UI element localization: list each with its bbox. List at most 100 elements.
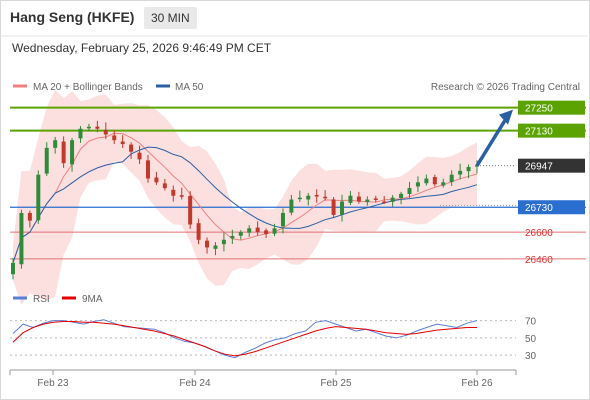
candle-body bbox=[78, 128, 83, 139]
rsi-tick-label: 70 bbox=[525, 317, 537, 328]
x-tick-label: Feb 25 bbox=[320, 378, 352, 389]
candle-body bbox=[255, 227, 260, 233]
resistance-tag-1-bg bbox=[518, 100, 585, 115]
bollinger-band-area bbox=[13, 89, 477, 305]
candle-body bbox=[280, 212, 285, 227]
candle-body bbox=[137, 152, 142, 160]
resistance-tag-1-label: 27250 bbox=[525, 104, 553, 115]
x-tick-label: Feb 26 bbox=[461, 378, 493, 389]
candle-body bbox=[272, 228, 277, 234]
rsi-ma9-line bbox=[12, 321, 477, 357]
candle-body bbox=[103, 129, 108, 135]
current-price-tag-label: 26947 bbox=[525, 162, 553, 173]
candle-body bbox=[348, 195, 353, 203]
candle-body bbox=[44, 147, 49, 174]
price-tags: 27250 27130 26947 26730 26600 26460 bbox=[518, 100, 585, 266]
pivot-tag-bg bbox=[518, 200, 585, 215]
candle-body bbox=[154, 177, 159, 183]
resistance-tag-2-label: 27130 bbox=[525, 127, 553, 138]
rsi-tick-label: 30 bbox=[525, 351, 537, 362]
pivot-tag-label: 26730 bbox=[525, 203, 553, 214]
candle-body bbox=[188, 195, 193, 225]
candle-body bbox=[331, 199, 336, 215]
candle-body bbox=[129, 144, 134, 152]
credit-text: Research © 2026 Trading Central bbox=[431, 82, 580, 93]
candles bbox=[11, 120, 479, 280]
candle-body bbox=[314, 194, 319, 197]
bollinger-band bbox=[13, 89, 477, 305]
candle-body bbox=[221, 239, 226, 245]
forecast-arrow-shaft bbox=[475, 117, 508, 167]
ma9-legend-label: 9MA bbox=[82, 294, 103, 305]
candle-body bbox=[179, 195, 184, 197]
candle-body bbox=[382, 201, 387, 203]
rsi-tick-label: 50 bbox=[525, 334, 537, 345]
resistance-tag-1: 27250 bbox=[518, 100, 585, 115]
candle-body bbox=[373, 198, 378, 200]
candle-body bbox=[297, 197, 302, 200]
candle-body bbox=[112, 135, 117, 141]
candle-body bbox=[323, 196, 328, 199]
rsi-line bbox=[12, 319, 478, 359]
candle-body bbox=[407, 188, 412, 195]
support-tag-1: 26600 bbox=[525, 228, 553, 239]
candle-body bbox=[19, 212, 24, 265]
rsi-lines bbox=[12, 319, 478, 359]
candle-body bbox=[424, 178, 429, 184]
candle-body bbox=[356, 196, 361, 202]
forecast-arrow-head bbox=[499, 109, 513, 125]
candle-body bbox=[415, 182, 420, 187]
candle-body bbox=[390, 197, 395, 202]
candle-body bbox=[11, 262, 15, 275]
current-price-tag-bg bbox=[518, 158, 585, 173]
title-bar: Hang Seng (HKFE) 30 MIN bbox=[0, 0, 588, 36]
rsi-legend-label: RSI bbox=[33, 294, 50, 305]
candle-body bbox=[230, 235, 235, 239]
support-tag-2: 26460 bbox=[525, 255, 553, 266]
candle-body bbox=[162, 183, 167, 189]
candle-body bbox=[475, 165, 479, 167]
forecast-arrow bbox=[475, 109, 513, 167]
x-axis: Feb 23 Feb 24 Feb 25 Feb 26 bbox=[9, 370, 517, 389]
candle-body bbox=[247, 228, 252, 233]
x-tick-label: Feb 23 bbox=[37, 378, 69, 389]
candle-body bbox=[365, 199, 370, 203]
candle-body bbox=[289, 199, 294, 213]
resistance-tag-2-bg bbox=[518, 123, 585, 138]
candle-body bbox=[466, 167, 471, 172]
candle-body bbox=[36, 174, 41, 221]
candle-body bbox=[145, 160, 150, 179]
ma20-line bbox=[12, 132, 478, 263]
candle-body bbox=[171, 189, 176, 196]
ma50-line bbox=[12, 146, 478, 263]
candle-body bbox=[120, 141, 125, 145]
timeframe-badge[interactable]: 30 MIN bbox=[144, 7, 197, 29]
instrument-title: Hang Seng (HKFE) bbox=[10, 9, 135, 25]
candle-body bbox=[449, 174, 454, 182]
candle-body bbox=[441, 182, 446, 186]
candle-body bbox=[86, 126, 91, 129]
candle-body bbox=[213, 245, 218, 249]
pivot-tag: 26730 bbox=[518, 200, 585, 215]
candle-body bbox=[340, 201, 345, 215]
candle-body bbox=[399, 193, 404, 198]
ma50-legend-label: MA 50 bbox=[175, 82, 204, 93]
candle-body bbox=[61, 141, 66, 164]
candle-body bbox=[196, 223, 201, 240]
resistance-tag-2: 27130 bbox=[518, 123, 585, 138]
ma20-legend-label: MA 20 + Bollinger Bands bbox=[33, 82, 143, 93]
x-tick-label: Feb 24 bbox=[179, 378, 211, 389]
rsi-grid: 70 50 30 bbox=[10, 317, 537, 362]
candle-body bbox=[27, 212, 32, 221]
candle-body bbox=[306, 195, 311, 200]
datetime-label: Wednesday, February 25, 2026 9:46:49 PM … bbox=[12, 41, 272, 55]
candle-body bbox=[53, 140, 58, 148]
candle-body bbox=[95, 126, 100, 129]
candle-body bbox=[70, 140, 75, 165]
candle-body bbox=[205, 240, 210, 248]
moving-averages bbox=[12, 132, 478, 263]
current-price-tag: 26947 bbox=[518, 158, 585, 173]
candle-body bbox=[432, 177, 437, 185]
candle-body bbox=[458, 170, 463, 175]
